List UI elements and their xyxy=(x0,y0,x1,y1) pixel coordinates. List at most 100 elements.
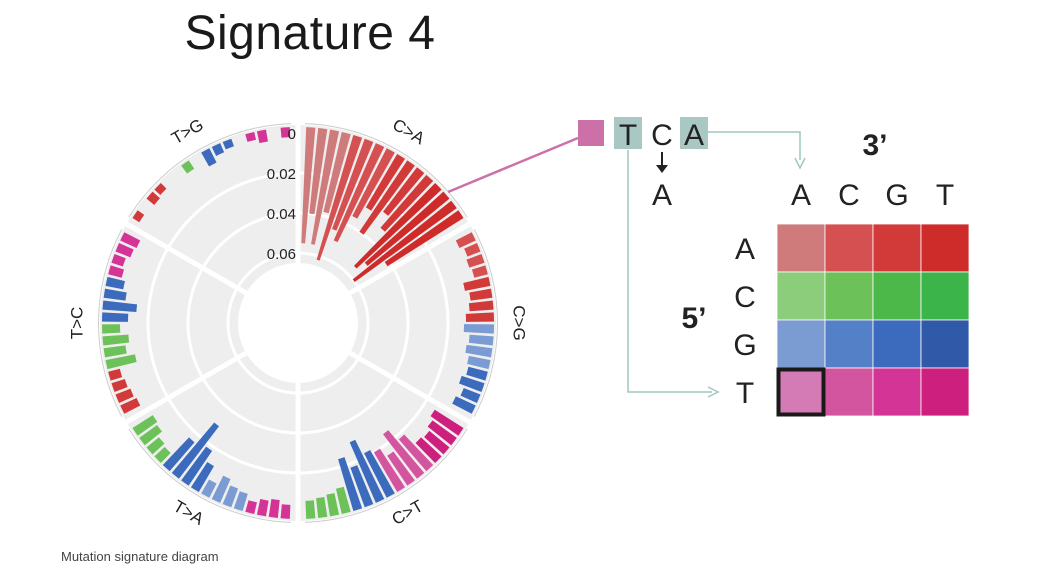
matrix-cell-AT xyxy=(920,223,970,273)
bar-C>G-6 xyxy=(468,300,494,312)
bar-C>G-9 xyxy=(468,334,494,346)
bar-C>A-13 xyxy=(364,191,450,266)
bar-C>A-14 xyxy=(352,200,457,282)
bar-T>G-12 xyxy=(245,131,257,142)
matrix-col-A: A xyxy=(791,179,811,212)
link-line xyxy=(447,136,579,194)
matrix-cell-CG xyxy=(872,271,922,321)
matrix-row-A: A xyxy=(735,233,755,266)
segment-separator-5 xyxy=(121,219,248,296)
bar-T>C-15 xyxy=(120,232,141,249)
bar-C>G-1 xyxy=(464,242,481,257)
bar-T>A-14 xyxy=(139,425,163,446)
bar-T>A-7 xyxy=(201,479,217,498)
mutation-arrowhead xyxy=(656,165,668,173)
bar-C>A-1 xyxy=(309,128,328,215)
bar-T>A-6 xyxy=(211,475,231,503)
matrix-highlight xyxy=(776,367,826,417)
bar-C>A-0 xyxy=(301,127,316,244)
bar-C>T-9 xyxy=(349,439,385,503)
matrix-col-T: T xyxy=(936,179,954,212)
context-letter-1: C xyxy=(651,119,673,152)
chart-center-hole xyxy=(238,263,358,383)
matrix-cell-CA xyxy=(776,271,826,321)
bar-C>A-12 xyxy=(353,182,442,269)
three-prime-arrowhead xyxy=(794,157,806,170)
radial-tick-2: 0.04 xyxy=(267,206,296,223)
matrix-cell-GC xyxy=(824,319,874,369)
bar-C>G-0 xyxy=(455,232,476,249)
bar-T>A-0 xyxy=(280,504,291,519)
bar-C>A-7 xyxy=(352,148,395,219)
bar-C>A-15 xyxy=(384,210,464,267)
bar-C>G-5 xyxy=(469,288,493,301)
bar-T>A-3 xyxy=(245,500,257,515)
bar-C>G-3 xyxy=(471,265,488,278)
bar-T>C-2 xyxy=(111,378,128,392)
context-letter-0: T xyxy=(619,119,637,152)
matrix-cell-GG xyxy=(872,319,922,369)
matrix-cell-TT xyxy=(920,367,970,417)
matrix-row-C: C xyxy=(734,281,756,314)
bar-T>G-3 xyxy=(154,182,167,196)
bar-T>C-7 xyxy=(102,324,121,334)
bar-T>C-11 xyxy=(105,276,125,290)
bar-C>A-8 xyxy=(365,153,406,211)
bar-C>G-8 xyxy=(463,324,494,334)
bar-T>G-0 xyxy=(132,210,145,223)
category-label-3: T>A xyxy=(170,497,207,530)
bar-C>A-9 xyxy=(359,160,415,235)
bar-T>A-8 xyxy=(190,462,214,493)
bar-T>C-6 xyxy=(102,334,130,346)
bar-T>A-13 xyxy=(146,437,165,455)
bar-T>A-1 xyxy=(268,498,280,518)
bar-C>T-3 xyxy=(415,437,442,464)
bar-C>T-6 xyxy=(387,451,415,486)
bar-T>C-9 xyxy=(102,300,138,312)
matrix-col-C: C xyxy=(838,179,860,212)
radial-tick-1: 0.02 xyxy=(267,166,296,183)
bar-C>T-4 xyxy=(398,434,434,472)
bar-T>A-12 xyxy=(154,446,171,464)
bar-T>G-6 xyxy=(181,160,195,174)
matrix-cell-AG xyxy=(872,223,922,273)
bar-C>T-10 xyxy=(350,465,374,508)
matrix-col-G: G xyxy=(885,179,908,212)
bar-T>A-10 xyxy=(171,422,220,479)
matrix-cell-CT xyxy=(920,271,970,321)
bar-T>C-0 xyxy=(120,397,141,414)
bar-C>G-10 xyxy=(465,344,493,358)
matrix-row-T: T xyxy=(736,377,754,410)
bar-T>C-14 xyxy=(115,242,134,258)
bar-T>A-9 xyxy=(181,446,213,486)
bar-C>G-12 xyxy=(466,366,488,381)
segment-rim-4 xyxy=(98,229,123,417)
five-prime-arrowhead xyxy=(707,386,720,398)
category-label-2: C>T xyxy=(389,496,427,529)
matrix-cell-GA xyxy=(776,319,826,369)
bar-T>C-3 xyxy=(108,368,123,381)
radial-tick-0: 0 xyxy=(288,126,296,143)
bar-C>A-2 xyxy=(311,129,340,245)
matrix-cell-GT xyxy=(920,319,970,369)
category-label-5: T>G xyxy=(168,115,207,148)
bar-C>A-5 xyxy=(332,138,374,231)
matrix-cell-CC xyxy=(824,271,874,321)
bar-T>A-15 xyxy=(132,415,158,436)
bar-T>G-13 xyxy=(256,129,268,144)
category-label-1: C>G xyxy=(510,305,529,340)
bar-C>T-12 xyxy=(335,486,351,515)
bar-C>A-6 xyxy=(333,143,385,243)
bar-C>A-10 xyxy=(383,167,425,216)
bar-C>A-3 xyxy=(323,131,351,214)
bar-T>C-10 xyxy=(103,288,127,301)
segment-separator-2 xyxy=(348,350,475,427)
three-prime-connector xyxy=(708,131,801,160)
matrix-cell-TA xyxy=(776,367,826,417)
radial-tick-3: 0.06 xyxy=(267,246,296,263)
bar-C>G-13 xyxy=(459,375,485,392)
category-label-0: C>A xyxy=(389,115,428,149)
segment-rim-1 xyxy=(473,229,498,417)
three-prime-box xyxy=(680,117,708,149)
bar-C>G-15 xyxy=(452,396,476,414)
